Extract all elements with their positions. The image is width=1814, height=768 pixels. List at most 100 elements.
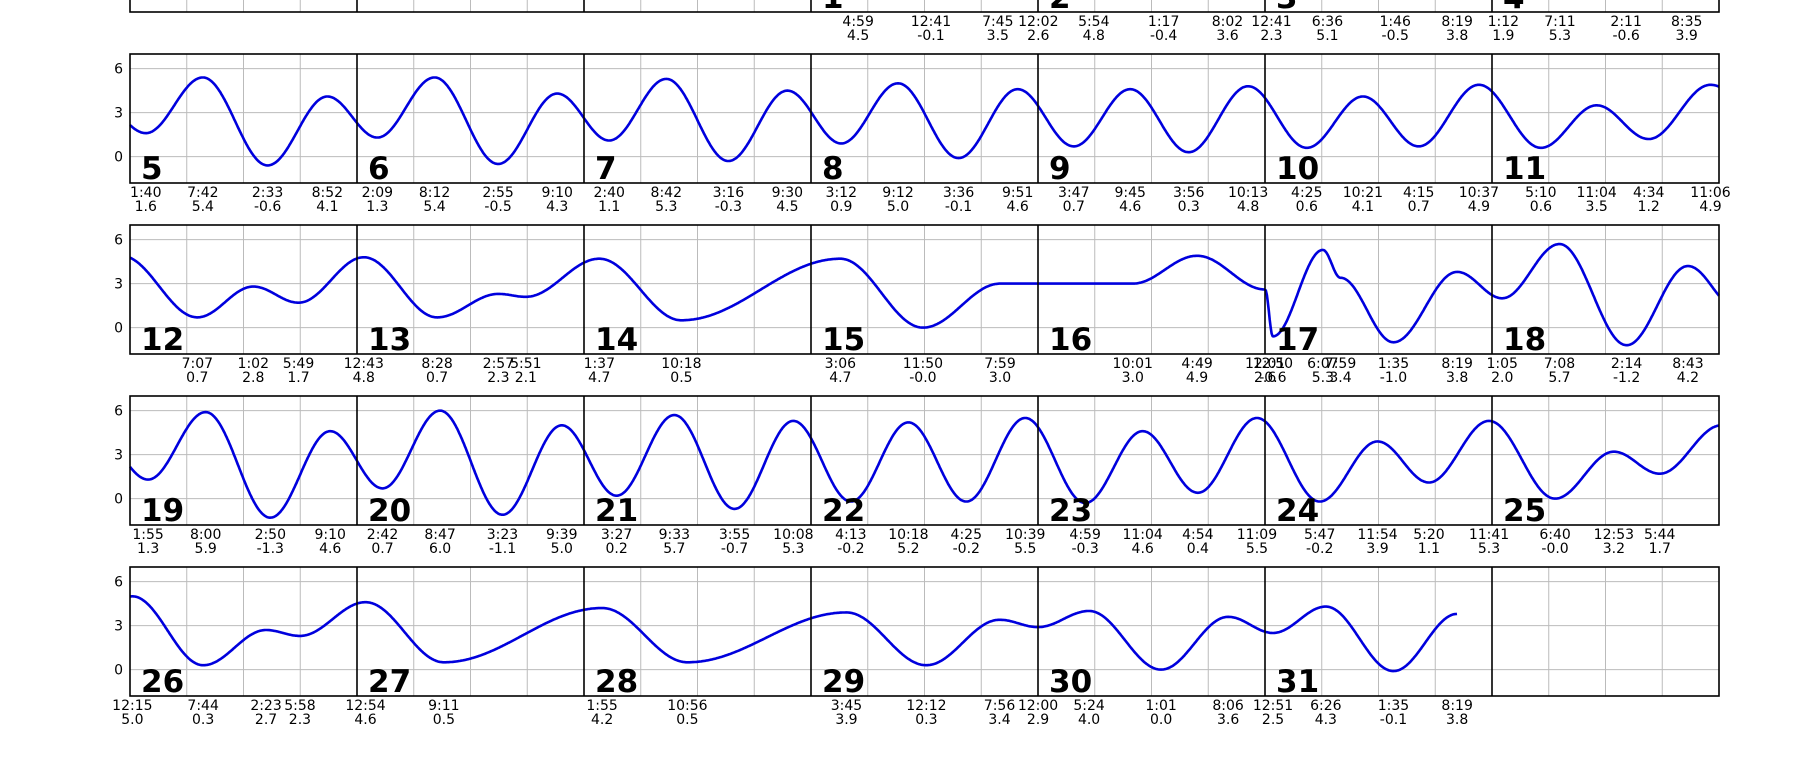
extreme-height-label: 1.6 [135,199,157,215]
extreme-height-label: -0.7 [721,541,748,557]
extreme-height-label: 2.8 [242,370,264,386]
week-row: 0362612:155.07:440.32:232.75:582.32712:5… [112,566,1720,728]
tide-curve-day-9 [1036,85,1267,154]
extreme-height-label: -0.6 [1612,28,1639,44]
tide-curve-day-8 [809,82,1040,160]
extreme-height-label: 2.1 [515,370,537,386]
day-number-label: 17 [1276,322,1319,358]
extreme-time-label: 12:01 [1245,356,1285,372]
extreme-time-label: 5:49 [283,356,314,372]
extreme-time-label: 11:54 [1357,527,1397,543]
extreme-height-label: 5.3 [1478,541,1500,557]
extreme-time-label: 9:10 [314,527,345,543]
extreme-time-label: 1:40 [130,185,161,201]
extreme-height-label: 1.3 [366,199,388,215]
extreme-time-label: 10:56 [667,698,707,714]
extreme-height-label: 5.3 [1312,370,1334,386]
day-number-label: 28 [595,664,638,700]
extreme-height-label: 3.8 [1446,370,1468,386]
extreme-time-label: 7:45 [982,14,1013,30]
week-row: 14:594.512:41-0.17:453.5212:022.65:544.8… [129,0,1720,44]
extreme-height-label: -0.2 [837,541,864,557]
row-frame [129,566,1720,697]
extreme-time-label: 11:04 [1122,527,1162,543]
extreme-height-label: 4.7 [588,370,610,386]
extreme-height-label: 5.2 [897,541,919,557]
day-number-label: 9 [1049,151,1071,187]
extreme-height-label: 2.6 [1254,370,1276,386]
tide-curve-day-24 [1264,419,1493,503]
extreme-time-label: 4:25 [1291,185,1322,201]
extreme-time-label: 6:36 [1312,14,1344,30]
y-tick-label: 0 [114,663,123,679]
extreme-height-label: -1.1 [489,541,516,557]
extreme-time-label: 2:55 [482,185,513,201]
extreme-time-label: 11:50 [903,356,943,372]
extreme-time-label: 12:51 [1253,698,1293,714]
extreme-time-label: 1:01 [1145,698,1176,714]
extreme-time-label: 8:28 [421,356,452,372]
extreme-height-label: 3.5 [1586,199,1608,215]
day-number-label: 30 [1049,664,1092,700]
extreme-time-label: 2:33 [252,185,283,201]
extreme-time-label: 12:15 [112,698,152,714]
extreme-height-label: 4.1 [316,199,338,215]
extreme-height-label: 3.6 [1216,28,1238,44]
extreme-time-label: 4:13 [835,527,866,543]
extreme-height-label: 1.1 [598,199,620,215]
day-number-label: 16 [1049,322,1092,358]
day-number-label: 13 [368,322,411,358]
extreme-time-label: 8:47 [424,527,455,543]
extreme-time-label: 9:10 [541,185,572,201]
extreme-time-label: 12:53 [1594,527,1634,543]
extreme-time-label: 7:08 [1544,356,1575,372]
extreme-height-label: 2.3 [487,370,509,386]
extreme-time-label: 6:40 [1539,527,1570,543]
extreme-time-label: 1:02 [238,356,269,372]
extreme-time-label: 12:00 [1018,698,1058,714]
day-number-label: 19 [141,493,184,529]
tide-curve-day-23 [1036,416,1266,505]
extreme-time-label: 1:46 [1379,14,1411,30]
extreme-height-label: 0.7 [1408,199,1430,215]
y-tick-label: 0 [114,492,123,508]
extreme-height-label: 4.5 [847,28,869,44]
extreme-time-label: 2:57 [483,356,514,372]
extreme-time-label: 8:12 [419,185,450,201]
y-tick-label: 6 [114,233,123,249]
extreme-time-label: 8:42 [651,185,682,201]
extreme-time-label: 4:15 [1403,185,1434,201]
extreme-height-label: 0.2 [605,541,627,557]
extreme-time-label: 4:49 [1181,356,1212,372]
extreme-time-label: 1:37 [584,356,615,372]
day-number-label: 22 [822,493,865,529]
y-tick-label: 6 [114,404,123,420]
y-tick-label: 0 [114,321,123,337]
extreme-height-label: 3.9 [1366,541,1388,557]
extreme-time-label: 1:35 [1378,698,1409,714]
extreme-height-label: -0.2 [953,541,980,557]
extreme-time-label: 3:12 [826,185,857,201]
day-number-label: 21 [595,493,638,529]
tide-curve-day-13 [356,256,585,319]
extreme-height-label: 5.0 [551,541,573,557]
extreme-height-label: 2.0 [1491,370,1513,386]
extreme-height-label: 1.1 [1418,541,1440,557]
extreme-time-label: 5:47 [1304,527,1335,543]
tide-curve-day-7 [582,77,813,163]
extreme-height-label: 0.0 [1150,712,1172,728]
y-tick-label: 3 [114,619,123,635]
week-row: 03651:401.67:425.42:33-0.68:524.162:091.… [114,53,1731,215]
extreme-time-label: 9:51 [1002,185,1033,201]
extreme-height-label: 0.3 [192,712,214,728]
extreme-height-label: 4.6 [1119,199,1141,215]
extreme-time-label: 2:09 [362,185,393,201]
extreme-height-label: 5.5 [1246,541,1268,557]
extreme-time-label: 5:58 [284,698,315,714]
day-number-label: 24 [1276,493,1319,529]
y-tick-label: 6 [114,575,123,591]
extreme-time-label: 8:19 [1441,356,1472,372]
extreme-time-label: 6:07 [1307,356,1338,372]
extreme-height-label: 5.7 [1548,370,1570,386]
